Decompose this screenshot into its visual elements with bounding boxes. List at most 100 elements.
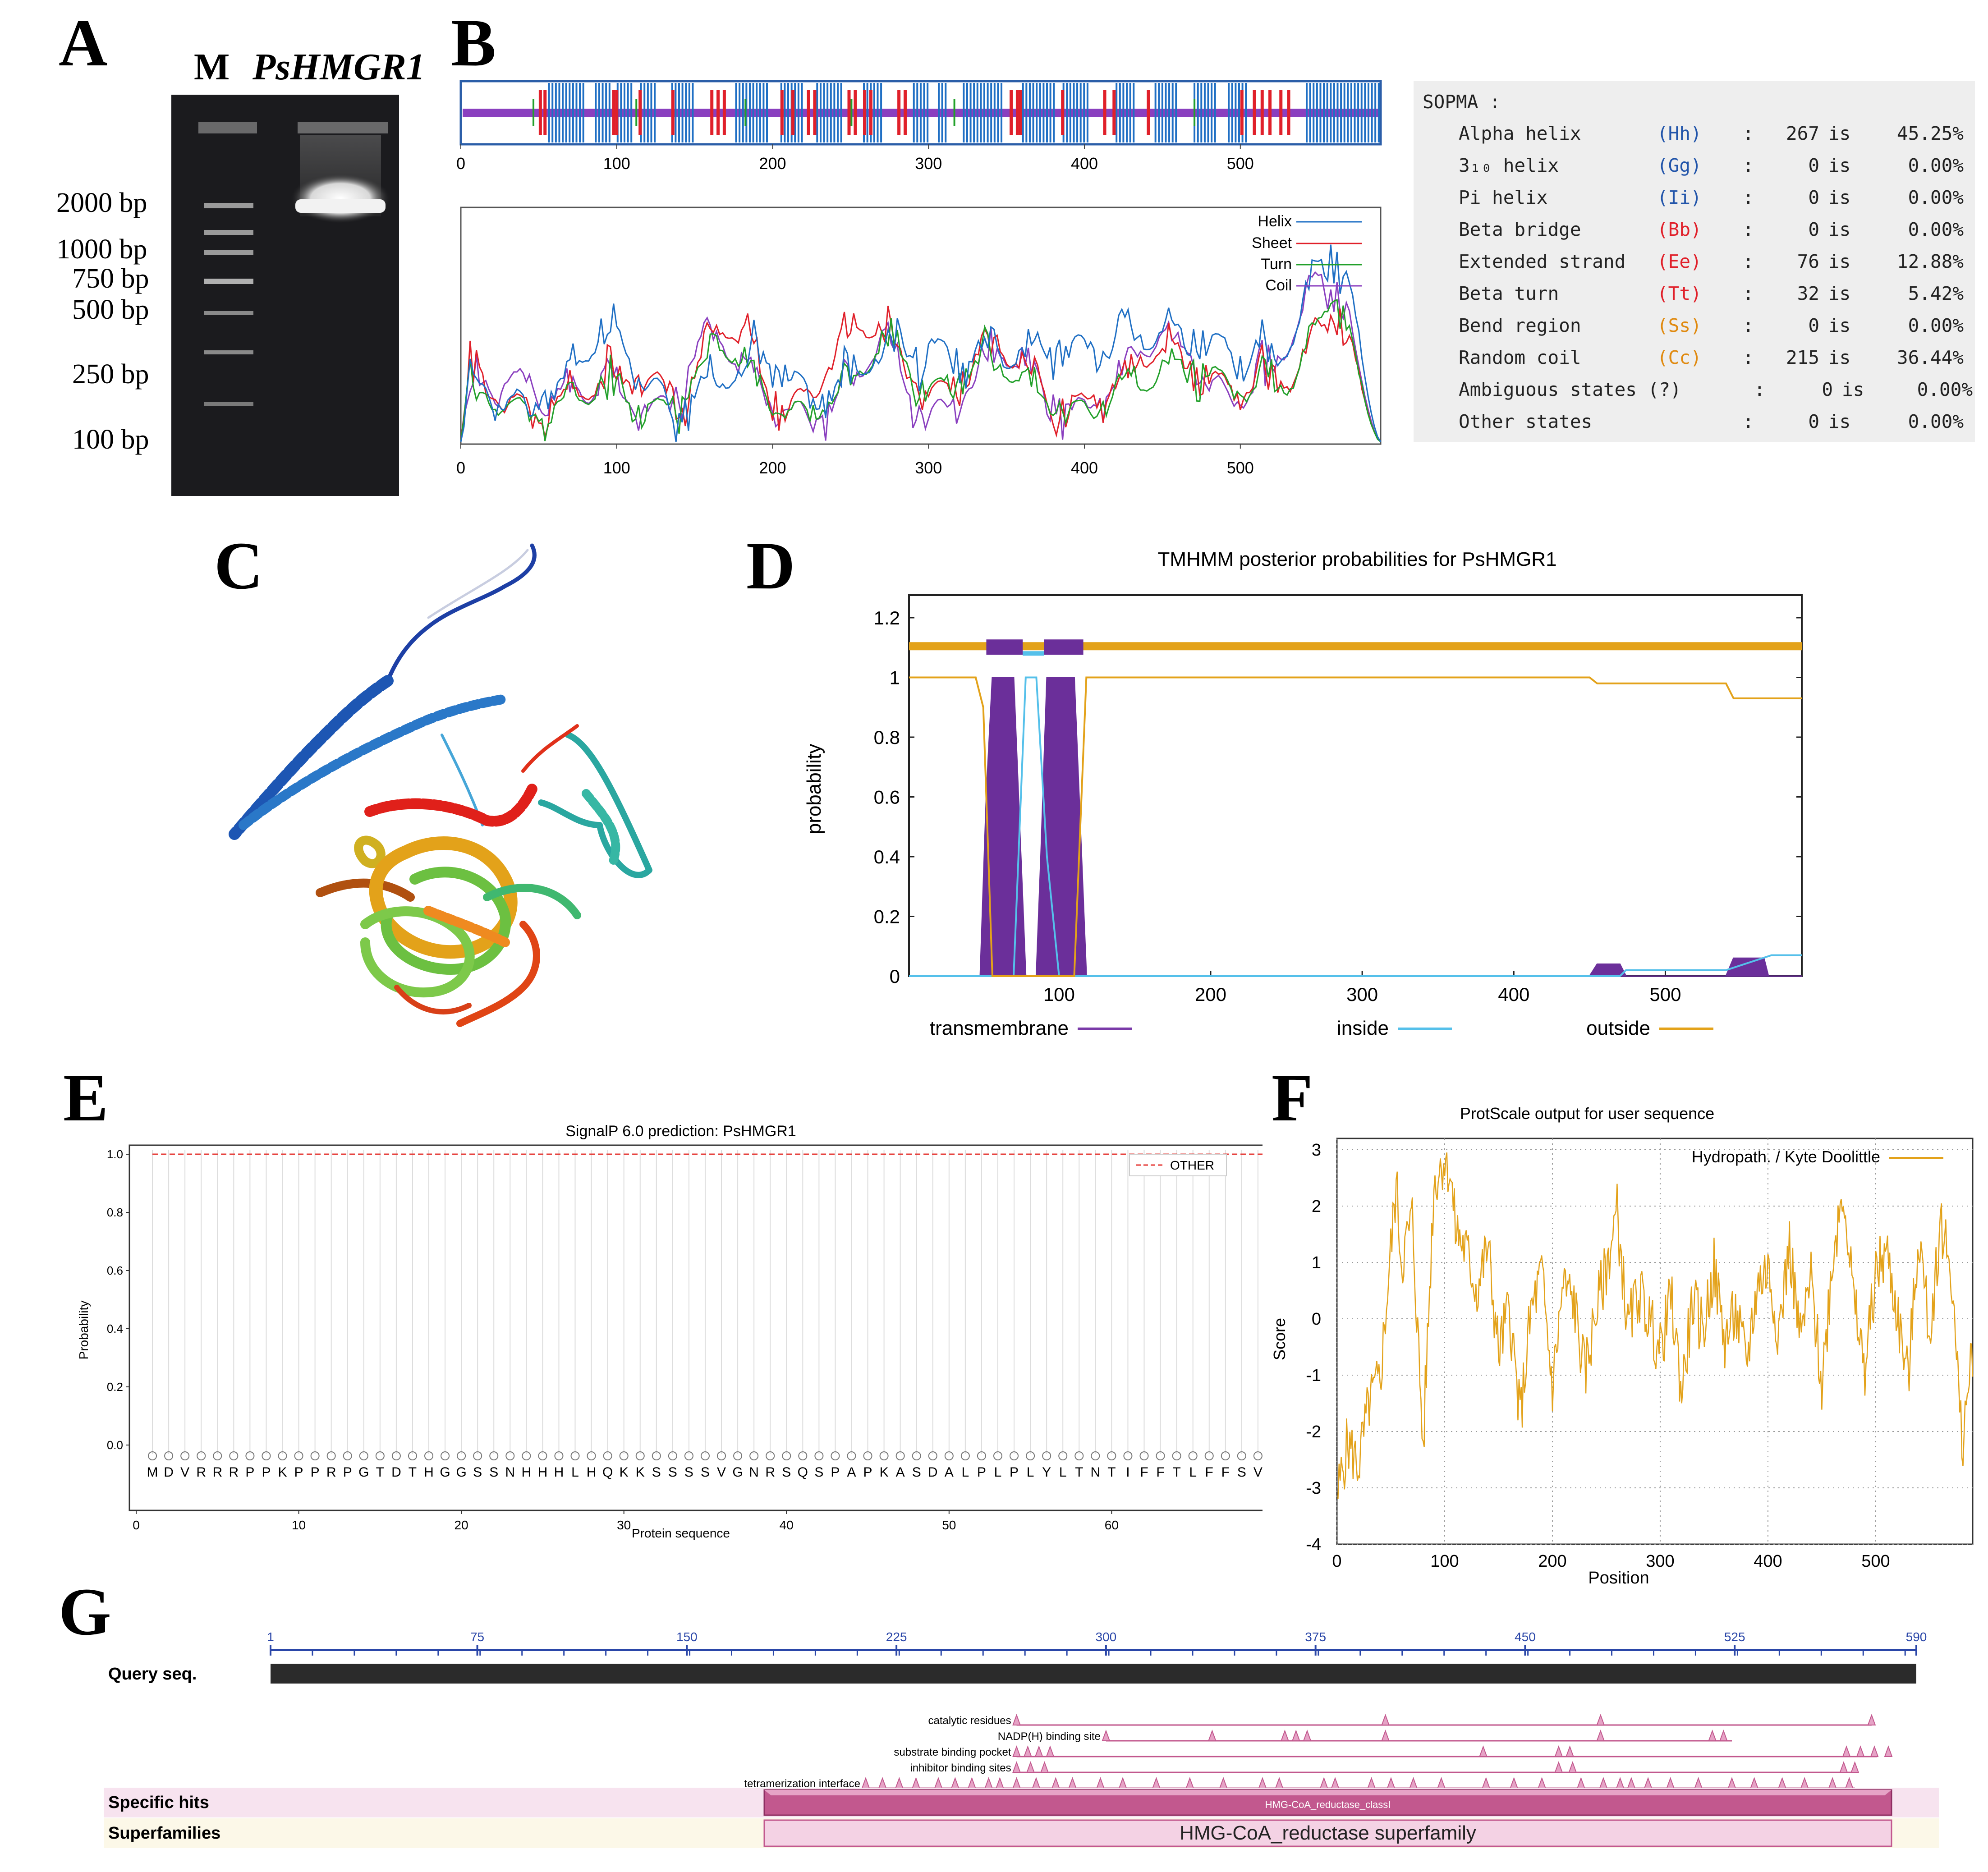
helix-mark xyxy=(678,83,680,142)
helix-mark xyxy=(650,83,652,142)
feature-site-mark[interactable] xyxy=(1727,1777,1736,1789)
feature-site-mark[interactable] xyxy=(1870,1745,1879,1757)
feature-site-mark[interactable] xyxy=(995,1777,1004,1789)
feature-site-mark[interactable] xyxy=(1281,1730,1289,1741)
feature-site-mark[interactable] xyxy=(1708,1730,1717,1741)
sheet-mark xyxy=(854,90,857,135)
feature-site-mark[interactable] xyxy=(1845,1777,1854,1789)
feature-site-mark[interactable] xyxy=(1538,1777,1547,1789)
feature-site-mark[interactable] xyxy=(1291,1730,1300,1741)
feature-site-mark[interactable] xyxy=(1096,1777,1105,1789)
feature-site-mark[interactable] xyxy=(912,1777,920,1789)
sopma-row-code: (Hh) xyxy=(1657,123,1702,144)
feature-site-mark[interactable] xyxy=(1850,1761,1859,1773)
feature-site-mark[interactable] xyxy=(1510,1777,1519,1789)
feature-site-mark[interactable] xyxy=(1275,1777,1284,1789)
feature-site-mark[interactable] xyxy=(1012,1761,1021,1773)
feature-site-mark[interactable] xyxy=(1152,1777,1161,1789)
feature-site-mark[interactable] xyxy=(861,1777,870,1789)
feature-site-mark[interactable] xyxy=(1046,1745,1055,1757)
feature-site-mark[interactable] xyxy=(968,1777,976,1789)
feature-site-mark[interactable] xyxy=(1068,1777,1077,1789)
feature-site-mark[interactable] xyxy=(1034,1745,1043,1757)
feature-site-mark[interactable] xyxy=(1828,1777,1837,1789)
feature-site-mark[interactable] xyxy=(1409,1777,1418,1789)
feature-site-mark[interactable] xyxy=(1118,1777,1127,1789)
feature-site-mark[interactable] xyxy=(1367,1777,1376,1789)
feature-site-mark[interactable] xyxy=(1554,1761,1563,1773)
feature-site-mark[interactable] xyxy=(1554,1745,1563,1757)
feature-site-mark[interactable] xyxy=(1051,1777,1060,1789)
signalp-point xyxy=(733,1451,743,1460)
feature-site-mark[interactable] xyxy=(1596,1714,1605,1725)
signalp-residue: L xyxy=(1027,1465,1034,1480)
helix-mark xyxy=(1049,83,1051,142)
feature-site-mark[interactable] xyxy=(984,1777,993,1789)
feature-site-mark[interactable] xyxy=(1482,1777,1491,1789)
signalp-residue: S xyxy=(1237,1465,1246,1480)
legend-helix: Helix xyxy=(1258,213,1292,230)
feature-site-mark[interactable] xyxy=(1694,1777,1703,1789)
feature-site-mark[interactable] xyxy=(1576,1777,1585,1789)
feature-site-mark[interactable] xyxy=(1012,1714,1021,1725)
feature-site-mark[interactable] xyxy=(1596,1730,1605,1741)
signalp-point xyxy=(441,1451,450,1460)
feature-site-mark[interactable] xyxy=(1719,1730,1728,1741)
feature-site-mark[interactable] xyxy=(1437,1777,1446,1789)
feature-site-mark[interactable] xyxy=(1219,1777,1228,1789)
feature-site-mark[interactable] xyxy=(1102,1730,1111,1741)
signalp-residue: T xyxy=(1075,1465,1083,1480)
feature-site-mark[interactable] xyxy=(1258,1777,1267,1789)
feature-site-mark[interactable] xyxy=(1566,1745,1575,1757)
sopma-row-code: (Tt) xyxy=(1657,283,1702,304)
profile-turn-line xyxy=(460,298,1381,442)
feature-site-mark[interactable] xyxy=(1381,1714,1390,1725)
feature-site-mark[interactable] xyxy=(1185,1777,1194,1789)
protscale-xtick-0: 0 xyxy=(1332,1552,1341,1571)
feature-site-mark[interactable] xyxy=(1381,1730,1390,1741)
feature-site-mark[interactable] xyxy=(1568,1761,1577,1773)
feature-site-mark[interactable] xyxy=(1627,1777,1636,1789)
helix-mark xyxy=(1340,83,1342,142)
feature-site-mark[interactable] xyxy=(878,1777,887,1789)
superfamily-bar[interactable]: HMG-CoA_reductase superfamily xyxy=(763,1819,1892,1847)
feature-site-mark[interactable] xyxy=(1884,1745,1893,1757)
tm-transmembrane-area xyxy=(909,677,1802,977)
feature-site-mark[interactable] xyxy=(1750,1777,1759,1789)
feature-site-mark[interactable] xyxy=(1023,1745,1032,1757)
feature-site-mark[interactable] xyxy=(1800,1777,1809,1789)
query-seq-bar xyxy=(271,1664,1916,1684)
feature-site-mark[interactable] xyxy=(1026,1761,1035,1773)
feature-site-mark[interactable] xyxy=(1616,1777,1625,1789)
feature-site-mark[interactable] xyxy=(1778,1777,1786,1789)
signalp-residue: L xyxy=(571,1465,579,1480)
sopma-row-name: Beta bridge xyxy=(1459,219,1581,240)
helix-mark xyxy=(1133,83,1135,142)
helix-mark xyxy=(1028,83,1031,142)
feature-site-mark[interactable] xyxy=(1303,1730,1312,1741)
helix-mark xyxy=(605,83,607,142)
signalp-xtick-50: 50 xyxy=(942,1518,956,1532)
feature-site-mark[interactable] xyxy=(1479,1745,1488,1757)
feature-site-mark[interactable] xyxy=(1331,1777,1340,1789)
helix-mark xyxy=(630,83,633,142)
feature-site-mark[interactable] xyxy=(934,1777,943,1789)
feature-site-mark[interactable] xyxy=(1644,1777,1653,1789)
feature-site-mark[interactable] xyxy=(1319,1777,1328,1789)
feature-site-mark[interactable] xyxy=(1032,1777,1041,1789)
feature-site-mark[interactable] xyxy=(1839,1761,1848,1773)
feature-site-mark[interactable] xyxy=(1856,1745,1865,1757)
sopma-row-percent: 45.25% xyxy=(1896,123,1964,144)
feature-site-mark[interactable] xyxy=(1599,1777,1608,1789)
feature-site-mark[interactable] xyxy=(1040,1761,1049,1773)
specific-hit-bar[interactable]: HMG-CoA_reductase_classI xyxy=(763,1789,1892,1816)
feature-site-mark[interactable] xyxy=(1842,1745,1851,1757)
feature-site-mark[interactable] xyxy=(895,1777,904,1789)
feature-site-mark[interactable] xyxy=(1012,1745,1021,1757)
feature-site-mark[interactable] xyxy=(1666,1777,1675,1789)
feature-site-mark[interactable] xyxy=(950,1777,960,1789)
feature-site-mark[interactable] xyxy=(1387,1777,1396,1789)
feature-site-mark[interactable] xyxy=(1867,1714,1876,1725)
feature-site-mark[interactable] xyxy=(1207,1730,1217,1741)
feature-site-mark[interactable] xyxy=(1012,1777,1021,1789)
